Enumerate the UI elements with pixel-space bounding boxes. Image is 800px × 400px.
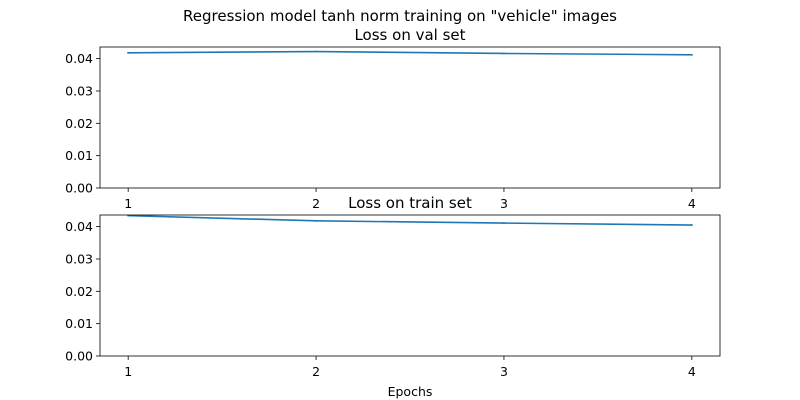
val-ytick-label: 0.03 <box>65 83 93 98</box>
val-axes-frame <box>99 46 721 189</box>
val-ytick-label: 0.00 <box>65 181 93 196</box>
val-loss-point <box>127 51 130 54</box>
train-axes-frame <box>99 214 721 357</box>
train-ytick-label: 0.04 <box>65 219 93 234</box>
train-ytick-label: 0.01 <box>65 316 93 331</box>
train-loss-point <box>503 222 505 224</box>
val-loss-point <box>503 52 505 55</box>
val-ytick-label: 0.01 <box>65 148 93 163</box>
train-xtick-label: 2 <box>312 364 320 379</box>
train-loss-point <box>690 224 693 226</box>
train-xlabel: Epochs <box>388 384 433 399</box>
val-ytick-label: 0.04 <box>65 51 93 66</box>
val-loss-subplot: Loss on val set 0.00 0.01 0.02 0.03 0.04 1 2 3 4 <box>65 26 721 211</box>
train-xtick-label: 4 <box>688 364 696 379</box>
train-ytick-label: 0.00 <box>65 349 93 364</box>
val-xtick-label: 1 <box>124 196 132 211</box>
train-ytick-label: 0.03 <box>65 251 93 266</box>
train-title: Loss on train set <box>348 194 472 212</box>
train-xtick-label: 3 <box>500 364 508 379</box>
val-xtick-label: 4 <box>688 196 696 211</box>
val-title: Loss on val set <box>354 26 465 44</box>
val-xtick-label: 3 <box>500 196 508 211</box>
train-loss-line <box>127 214 693 226</box>
val-xtick-label: 2 <box>312 196 320 211</box>
train-loss-subplot: Loss on train set 0.00 0.01 0.02 0.03 0.04 1 2 3… <box>65 194 721 399</box>
val-loss-point <box>690 53 693 56</box>
val-loss-line <box>127 50 693 56</box>
train-xtick-label: 1 <box>124 364 132 379</box>
val-loss-point <box>315 50 317 53</box>
figure-suptitle: Regression model tanh norm training on "… <box>183 7 617 25</box>
val-ytick-label: 0.02 <box>65 116 93 131</box>
train-loss-point <box>315 219 317 222</box>
train-ytick-label: 0.02 <box>65 284 93 299</box>
